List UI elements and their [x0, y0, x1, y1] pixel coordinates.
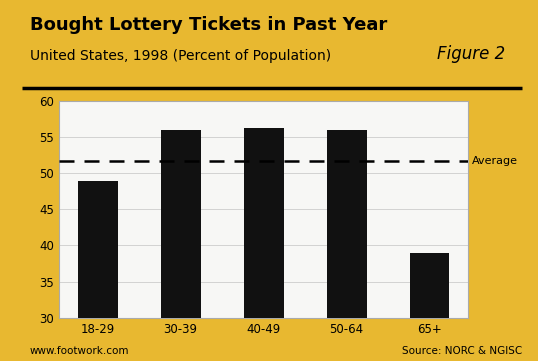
Text: Figure 2: Figure 2 — [437, 45, 506, 63]
Text: Average: Average — [472, 156, 518, 166]
Bar — [161, 130, 201, 318]
Text: Bought Lottery Tickets in Past Year: Bought Lottery Tickets in Past Year — [30, 16, 387, 34]
Text: Source: NORC & NGISC: Source: NORC & NGISC — [401, 345, 522, 356]
Text: www.footwork.com: www.footwork.com — [30, 345, 129, 356]
Bar — [78, 180, 118, 318]
Text: United States, 1998 (Percent of Population): United States, 1998 (Percent of Populati… — [30, 49, 331, 63]
Bar — [409, 253, 449, 318]
Bar — [327, 130, 366, 318]
Bar — [244, 128, 284, 318]
